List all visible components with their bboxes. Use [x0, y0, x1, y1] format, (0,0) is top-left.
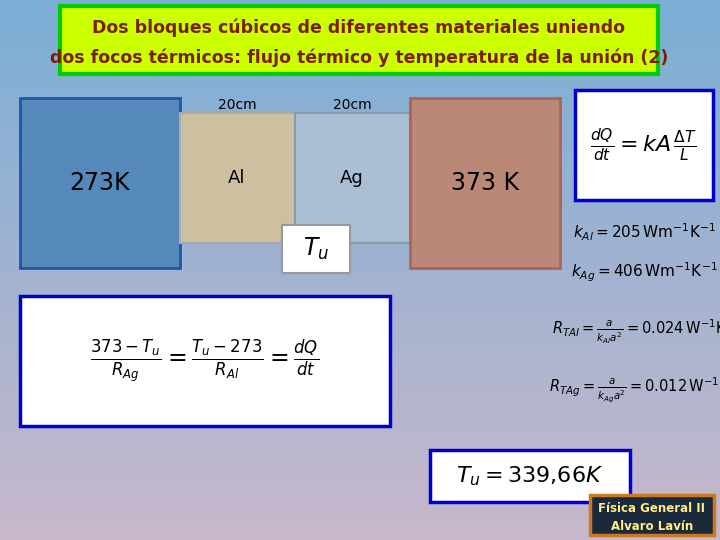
Text: 20cm: 20cm [217, 98, 256, 112]
Text: Física General II: Física General II [598, 502, 706, 515]
Bar [20, 296, 390, 426]
Text: dos focos térmicos: flujo térmico y temperatura de la unión (2): dos focos térmicos: flujo térmico y temp… [50, 49, 668, 68]
Text: Ag: Ag [340, 169, 364, 187]
Bar [565, 296, 715, 441]
Text: $\frac{dQ}{dt} = kA\,\frac{\Delta T}{L}$: $\frac{dQ}{dt} = kA\,\frac{\Delta T}{L}$ [590, 126, 698, 164]
Text: 273K: 273K [70, 171, 130, 195]
Bar [60, 6, 658, 74]
Bar [180, 113, 295, 243]
Text: 20cm: 20cm [333, 98, 372, 112]
Text: $R_{TAg} = \frac{a}{k_{Ag}a^2} = 0.012\,\mathrm{W^{-1}K}$: $R_{TAg} = \frac{a}{k_{Ag}a^2} = 0.012\,… [549, 375, 720, 404]
Bar [410, 98, 560, 268]
Text: Dos bloques cúbicos de diferentes materiales uniendo: Dos bloques cúbicos de diferentes materi… [92, 19, 626, 37]
Text: $T_u$: $T_u$ [303, 236, 329, 262]
Text: $k_{Al} = 205\,\mathrm{Wm^{-1}K^{-1}}$: $k_{Al} = 205\,\mathrm{Wm^{-1}K^{-1}}$ [572, 221, 716, 242]
Text: $T_u = 339{,}66K$: $T_u = 339{,}66K$ [456, 464, 603, 488]
Bar [282, 225, 350, 273]
Bar [20, 98, 180, 268]
Text: 373 K: 373 K [451, 171, 519, 195]
Bar [570, 210, 718, 300]
Text: $R_{TAl} = \frac{a}{k_{Al}a^2} = 0.024\,\mathrm{W^{-1}K}$: $R_{TAl} = \frac{a}{k_{Al}a^2} = 0.024\,… [552, 318, 720, 346]
Text: $\frac{373-T_u}{R_{Ag}} = \frac{T_u-273}{R_{Al}} = \frac{dQ}{dt}$: $\frac{373-T_u}{R_{Ag}} = \frac{T_u-273}… [91, 338, 320, 384]
Bar [575, 90, 713, 200]
Text: $k_{Ag} = 406\,\mathrm{Wm^{-1}K^{-1}}$: $k_{Ag} = 406\,\mathrm{Wm^{-1}K^{-1}}$ [571, 260, 717, 284]
Bar [295, 113, 410, 243]
Text: Alvaro Lavín: Alvaro Lavín [611, 519, 693, 532]
Text: Al: Al [228, 169, 246, 187]
Bar [590, 495, 714, 535]
Bar [430, 450, 630, 502]
